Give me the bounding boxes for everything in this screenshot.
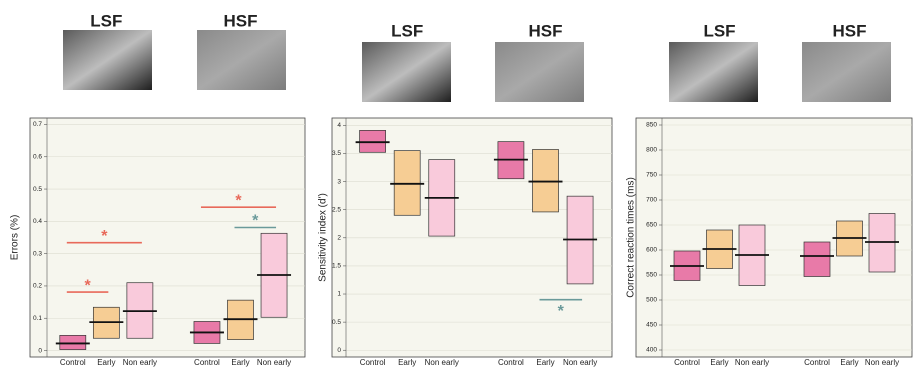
y-tick-label: 1.5 [332, 263, 341, 270]
stimulus-image [802, 42, 891, 102]
x-tick-label: Non early [123, 358, 157, 367]
x-tick-label: Control [194, 358, 220, 367]
group-title: LSF [703, 21, 735, 40]
y-tick-label: 800 [646, 147, 657, 154]
significance-star: * [101, 228, 108, 245]
y-tick-label: 650 [646, 222, 657, 229]
y-axis-label: Correct reaction times (ms) [626, 177, 637, 298]
y-tick-label: 500 [646, 297, 657, 304]
stimulus-image [197, 30, 286, 90]
y-tick-label: 0 [337, 347, 341, 354]
y-tick-label: 0.1 [33, 315, 42, 322]
significance-star: * [252, 213, 259, 230]
y-tick-label: 0.2 [33, 283, 42, 290]
x-tick-label: Early [97, 358, 115, 367]
x-tick-label: Control [804, 358, 830, 367]
y-tick-label: 0.6 [33, 153, 42, 160]
y-tick-label: 0.4 [33, 218, 42, 225]
y-tick-label: 3 [337, 178, 341, 185]
y-tick-label: 450 [646, 322, 657, 329]
y-tick-label: 0.3 [33, 250, 42, 257]
stimulus-image [495, 42, 584, 102]
y-tick-label: 0.5 [33, 186, 42, 193]
x-tick-label: Non early [563, 358, 597, 367]
y-tick-label: 0.5 [332, 319, 341, 326]
y-tick-label: 3.5 [332, 150, 341, 157]
x-tick-label: Non early [865, 358, 899, 367]
y-tick-label: 1 [337, 291, 341, 298]
x-tick-label: Non early [735, 358, 769, 367]
group-title: LSF [90, 11, 122, 30]
x-tick-label: Early [710, 358, 728, 367]
y-tick-label: 2.5 [332, 206, 341, 213]
y-tick-label: 4 [337, 122, 341, 129]
stimulus-image [362, 42, 451, 102]
y-tick-label: 400 [646, 347, 657, 354]
y-axis-label: Sensitivity index (d') [318, 193, 329, 282]
y-tick-label: 0.7 [33, 121, 42, 128]
significance-star: * [235, 192, 242, 209]
group-title: LSF [391, 21, 423, 40]
x-tick-label: Early [840, 358, 858, 367]
ci-box [803, 241, 831, 277]
y-tick-label: 850 [646, 122, 657, 129]
stimulus-image [63, 30, 152, 90]
group-title: HSF [833, 21, 867, 40]
y-tick-label: 550 [646, 272, 657, 279]
x-tick-label: Control [360, 358, 386, 367]
y-tick-label: 750 [646, 172, 657, 179]
x-tick-label: Control [498, 358, 524, 367]
x-tick-label: Non early [425, 358, 459, 367]
y-tick-label: 0 [38, 347, 42, 354]
group-title: HSF [224, 11, 258, 30]
y-tick-label: 2 [337, 234, 341, 241]
plot-frame [29, 117, 306, 358]
y-tick-label: 600 [646, 247, 657, 254]
x-tick-label: Control [674, 358, 700, 367]
group-title: HSF [529, 21, 563, 40]
stimulus-image [669, 42, 758, 102]
x-tick-label: Control [60, 358, 86, 367]
significance-star: * [84, 277, 91, 294]
x-tick-label: Non early [257, 358, 291, 367]
y-tick-label: 700 [646, 197, 657, 204]
significance-star: * [558, 303, 565, 320]
ci-box [59, 335, 87, 350]
y-axis-label: Errors (%) [10, 215, 21, 261]
x-tick-label: Early [231, 358, 249, 367]
x-tick-label: Early [398, 358, 416, 367]
x-tick-label: Early [536, 358, 554, 367]
